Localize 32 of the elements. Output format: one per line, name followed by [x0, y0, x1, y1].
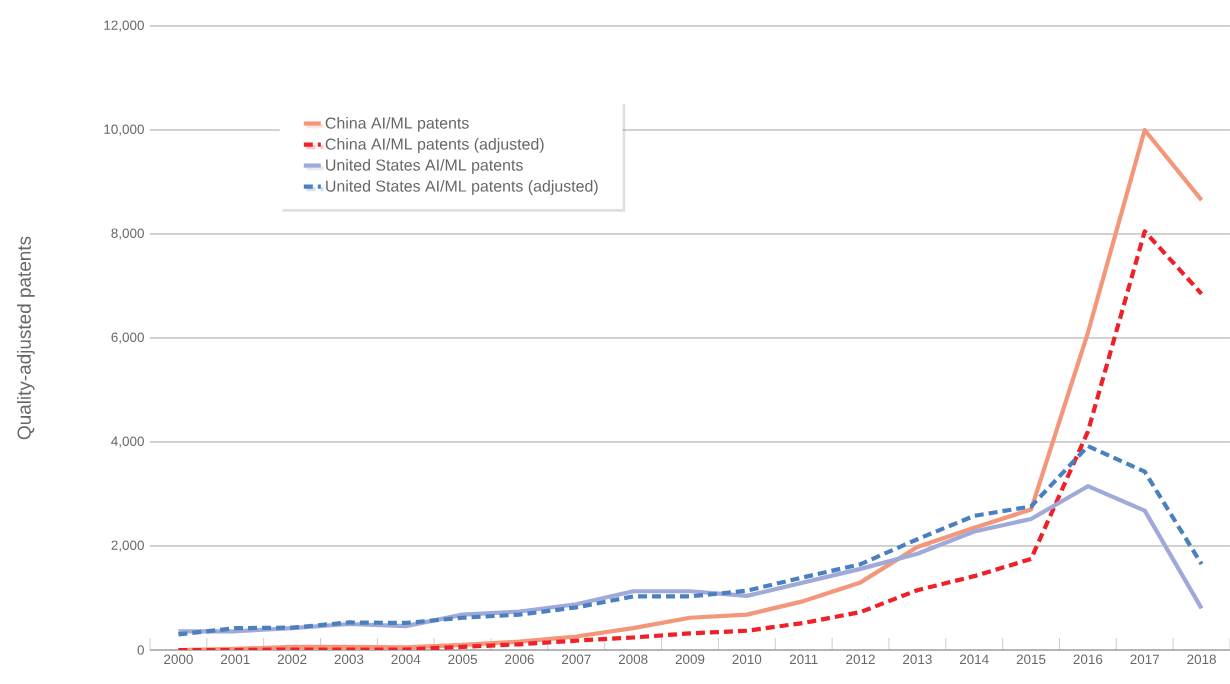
x-tick-label: 2001 [220, 654, 250, 665]
x-tick-label: 2012 [846, 654, 875, 665]
x-tick-label: 2013 [903, 654, 932, 665]
x-tick-label: 2000 [164, 654, 193, 665]
x-tick-label: 2004 [391, 654, 421, 665]
legend-label: China AI/ML patents [325, 117, 469, 132]
x-tick-label: 2007 [562, 654, 591, 665]
x-tick-label: 2016 [1073, 654, 1103, 665]
y-tick-label: 6,000 [111, 332, 144, 344]
line-series [176, 444, 1204, 637]
x-tick-label: 2002 [277, 654, 307, 665]
y-tick-label: 2,000 [111, 540, 144, 552]
y-tick-label: 10,000 [104, 124, 144, 136]
x-tick-label: 2010 [732, 654, 762, 665]
x-tick-label: 2018 [1187, 654, 1216, 665]
y-tick-label: 8,000 [111, 228, 144, 240]
x-tick-label: 2015 [1016, 654, 1046, 665]
x-tick-label: 2003 [334, 654, 364, 665]
legend-label: United States AI/ML patents [326, 159, 523, 174]
x-tick-label: 2009 [675, 654, 705, 665]
x-tick-label: 2011 [789, 654, 818, 665]
y-tick-label: 0 [137, 645, 144, 655]
x-tick-label: 2005 [448, 654, 478, 665]
x-tick-label: 2014 [959, 654, 989, 665]
legend-label: China AI/ML patents (adjusted) [325, 138, 544, 153]
y-tick-label: 12,000 [104, 20, 144, 32]
x-tick-label: 2008 [618, 654, 648, 665]
x-tick-label: 2006 [505, 654, 534, 665]
legend-label: United States AI/ML patents (adjusted) [326, 180, 598, 195]
y-axis-title: Quality-adjusted patents [16, 236, 35, 440]
y-tick-label: 4,000 [111, 436, 144, 448]
x-tick-label: 2017 [1130, 654, 1160, 665]
